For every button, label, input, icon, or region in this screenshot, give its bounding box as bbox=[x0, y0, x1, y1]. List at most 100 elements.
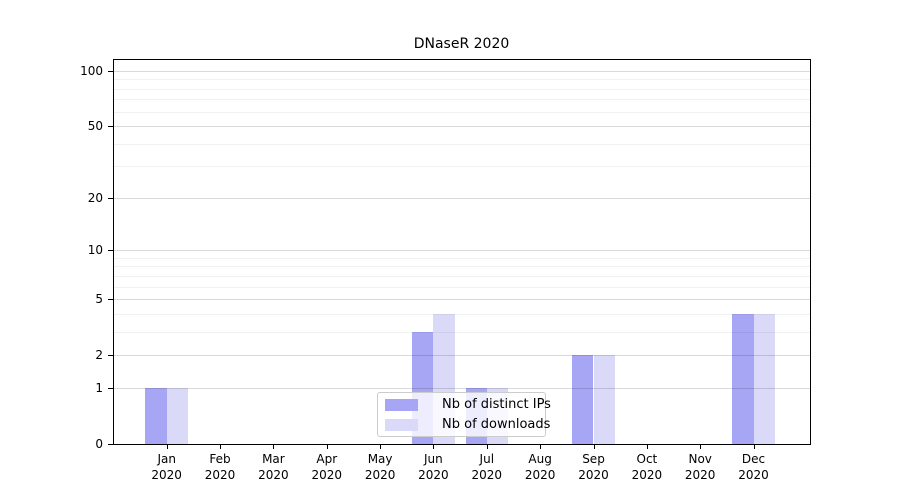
bar-nb-of-distinct-ips-dec bbox=[732, 313, 754, 444]
chart-title: DNaseR 2020 bbox=[413, 36, 510, 52]
gridline-minor-9 bbox=[114, 257, 810, 259]
gridline-2 bbox=[114, 355, 810, 357]
spine-right bbox=[810, 59, 811, 445]
x-tick-label-nov: Nov 2020 bbox=[670, 451, 730, 483]
x-tick-label-apr: Apr 2020 bbox=[297, 451, 357, 483]
y-tick-label-0: 0 bbox=[95, 437, 103, 451]
x-tick-mark-sep bbox=[593, 445, 595, 449]
x-tick-year: 2020 bbox=[471, 468, 503, 482]
legend-label: Nb of downloads bbox=[442, 417, 551, 432]
legend: Nb of distinct IPs Nb of downloads bbox=[377, 392, 551, 437]
x-tick-label-dec: Dec 2020 bbox=[724, 451, 784, 483]
legend-item-nb-of-distinct-ips: Nb of distinct IPs bbox=[378, 395, 551, 415]
gridline-100 bbox=[114, 70, 810, 72]
y-tick-label-2: 2 bbox=[95, 348, 103, 363]
bar-nb-of-downloads-jan bbox=[166, 388, 188, 444]
gridline-20 bbox=[114, 197, 810, 199]
bar-nb-of-downloads-dec bbox=[753, 313, 775, 444]
x-tick-month: Jun bbox=[424, 452, 443, 466]
y-tick-mark-5 bbox=[108, 299, 113, 301]
x-tick-year: 2020 bbox=[524, 468, 556, 482]
x-tick-year: 2020 bbox=[364, 468, 396, 482]
x-tick-mark-nov bbox=[700, 445, 702, 449]
gridline-minor-6 bbox=[114, 286, 810, 288]
spine-left bbox=[113, 59, 114, 445]
legend-swatch-icon bbox=[385, 398, 418, 411]
x-tick-month: Dec bbox=[741, 452, 766, 466]
gridline-minor-8 bbox=[114, 266, 810, 268]
x-tick-mark-jun bbox=[433, 445, 435, 449]
y-tick-mark-20 bbox=[108, 197, 113, 199]
x-tick-label-jul: Jul 2020 bbox=[457, 451, 517, 483]
x-tick-year: 2020 bbox=[151, 468, 182, 482]
x-tick-month: Nov bbox=[688, 452, 712, 466]
bar-nb-of-downloads-sep bbox=[593, 355, 615, 444]
x-tick-year: 2020 bbox=[418, 468, 449, 482]
gridline-minor-30 bbox=[114, 166, 810, 168]
x-tick-year: 2020 bbox=[258, 468, 289, 482]
x-tick-month: Mar bbox=[262, 452, 285, 466]
x-tick-mark-apr bbox=[326, 445, 328, 449]
gridline-50 bbox=[114, 126, 810, 128]
gridline-minor-60 bbox=[114, 111, 810, 113]
x-tick-month: Jul bbox=[479, 452, 495, 466]
y-tick-mark-1 bbox=[108, 388, 113, 389]
x-tick-mark-oct bbox=[646, 445, 648, 449]
y-tick-mark-0 bbox=[108, 444, 113, 445]
gridline-minor-3 bbox=[114, 331, 810, 333]
x-tick-mark-may bbox=[380, 445, 382, 449]
x-tick-label-oct: Oct 2020 bbox=[617, 451, 677, 483]
x-tick-label-sep: Sep 2020 bbox=[564, 451, 624, 483]
x-tick-year: 2020 bbox=[578, 468, 609, 482]
y-tick-label-1: 1 bbox=[95, 381, 103, 395]
x-tick-label-feb: Feb 2020 bbox=[190, 451, 250, 483]
gridline-minor-7 bbox=[114, 275, 810, 277]
y-tick-mark-50 bbox=[108, 126, 113, 128]
x-tick-year: 2020 bbox=[738, 468, 769, 482]
bar-nb-of-distinct-ips-jan bbox=[145, 388, 167, 444]
x-tick-mark-dec bbox=[753, 445, 755, 449]
gridline-10 bbox=[114, 250, 810, 252]
gridline-minor-90 bbox=[114, 79, 810, 81]
x-tick-label-mar: Mar 2020 bbox=[243, 451, 303, 483]
x-tick-month: Sep bbox=[582, 452, 605, 466]
legend-swatch-icon bbox=[385, 418, 418, 431]
plot-area bbox=[113, 59, 810, 444]
spine-bottom bbox=[113, 444, 811, 445]
gridline-minor-70 bbox=[114, 99, 810, 101]
x-tick-mark-mar bbox=[273, 445, 275, 449]
x-tick-label-may: May 2020 bbox=[350, 451, 410, 483]
x-tick-month: Apr bbox=[316, 452, 338, 466]
x-tick-year: 2020 bbox=[204, 468, 236, 482]
x-tick-label-jun: Jun 2020 bbox=[403, 451, 463, 483]
x-tick-year: 2020 bbox=[311, 468, 343, 482]
x-tick-year: 2020 bbox=[631, 468, 663, 482]
legend-item-nb-of-downloads: Nb of downloads bbox=[378, 415, 550, 435]
y-tick-mark-100 bbox=[108, 70, 113, 72]
x-tick-month: Feb bbox=[209, 452, 231, 466]
gridline-5 bbox=[114, 299, 810, 301]
x-tick-mark-jan bbox=[166, 445, 168, 449]
x-tick-month: Jan bbox=[157, 452, 176, 466]
x-tick-mark-aug bbox=[540, 445, 542, 449]
x-tick-year: 2020 bbox=[684, 468, 716, 482]
y-tick-label-50: 50 bbox=[87, 119, 103, 134]
x-tick-mark-jul bbox=[486, 445, 488, 449]
y-tick-label-100: 100 bbox=[80, 63, 103, 78]
x-tick-label-aug: Aug 2020 bbox=[510, 451, 570, 483]
x-tick-month: Oct bbox=[636, 452, 658, 466]
x-tick-month: May bbox=[367, 452, 393, 466]
spine-top bbox=[113, 59, 811, 60]
gridline-minor-80 bbox=[114, 88, 810, 90]
x-tick-month: Aug bbox=[528, 452, 552, 466]
gridline-minor-40 bbox=[114, 143, 810, 145]
y-tick-label-10: 10 bbox=[87, 243, 103, 258]
bar-nb-of-distinct-ips-sep bbox=[572, 355, 594, 444]
gridline-1 bbox=[114, 388, 810, 389]
y-tick-label-5: 5 bbox=[95, 292, 103, 307]
legend-label: Nb of distinct IPs bbox=[442, 397, 551, 412]
y-tick-mark-10 bbox=[108, 250, 113, 252]
x-tick-mark-feb bbox=[220, 445, 221, 449]
x-tick-label-jan: Jan 2020 bbox=[137, 451, 197, 483]
